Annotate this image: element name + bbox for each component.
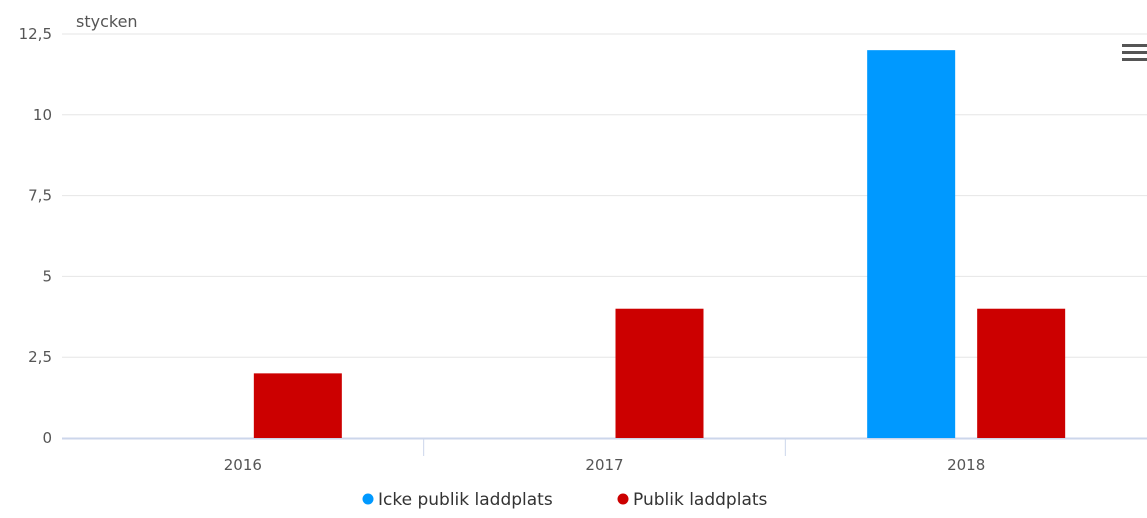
legend-item[interactable]: Publik laddplats bbox=[617, 490, 768, 510]
bar-icke-publik-laddplats-2018[interactable] bbox=[867, 50, 956, 438]
x-tick-label: 2018 bbox=[947, 456, 985, 474]
x-tick-label: 2017 bbox=[585, 456, 623, 474]
x-tick-label: 2016 bbox=[224, 456, 262, 474]
bar-publik-laddplats-2016[interactable] bbox=[253, 373, 342, 438]
legend-item[interactable]: Icke publik laddplats bbox=[362, 490, 553, 510]
legend: Icke publik laddplats Publik laddplats bbox=[362, 490, 768, 510]
y-tick-label: 10 bbox=[33, 106, 52, 124]
y-tick-label: 2,5 bbox=[28, 348, 52, 366]
legend-marker bbox=[617, 493, 629, 505]
y-tick-label: 0 bbox=[42, 429, 52, 447]
bar-publik-laddplats-2017[interactable] bbox=[615, 308, 704, 438]
y-axis-ticks: 0 2,5 5 7,5 10 12,5 bbox=[19, 25, 52, 447]
y-tick-label: 12,5 bbox=[19, 25, 52, 43]
y-axis-title: stycken bbox=[76, 12, 138, 31]
y-tick-label: 7,5 bbox=[28, 187, 52, 205]
x-axis-ticks: 2016 2017 2018 bbox=[224, 456, 986, 474]
legend-marker bbox=[362, 493, 374, 505]
grid-lines bbox=[62, 33, 1147, 358]
legend-label: Icke publik laddplats bbox=[378, 490, 553, 510]
y-tick-label: 5 bbox=[42, 267, 52, 285]
x-axis bbox=[62, 437, 1147, 456]
bars bbox=[253, 50, 1066, 438]
hamburger-menu-icon[interactable] bbox=[1122, 44, 1147, 61]
bar-publik-laddplats-2018[interactable] bbox=[977, 308, 1066, 438]
legend-label: Publik laddplats bbox=[633, 490, 768, 510]
